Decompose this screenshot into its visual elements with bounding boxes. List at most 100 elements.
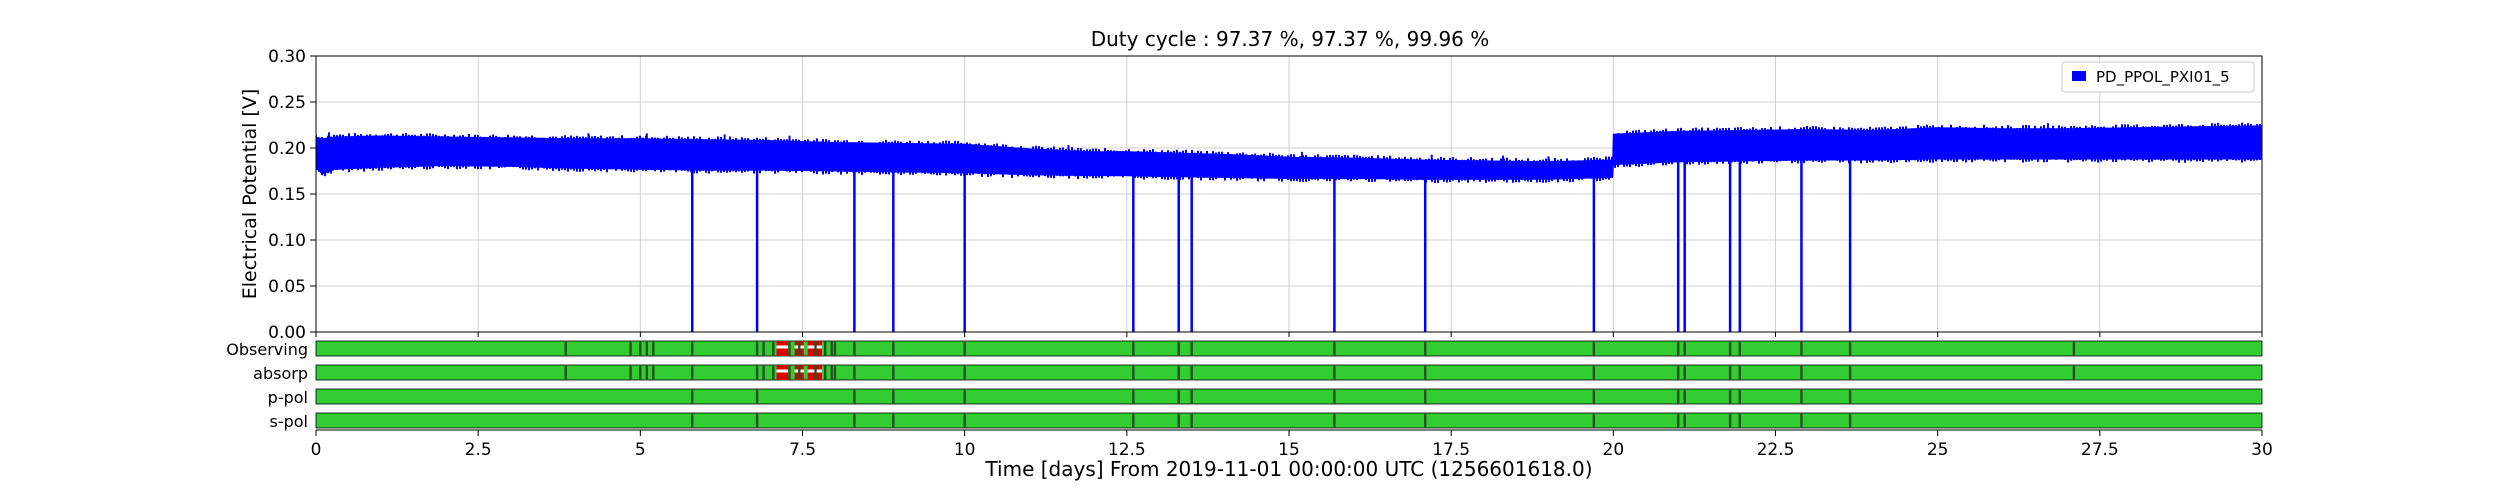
segment-mark <box>1683 341 1686 356</box>
legend: PD_PPOL_PXI01_5 <box>2061 61 2255 93</box>
y-tick-label: 0.30 <box>268 47 306 67</box>
segment-mark <box>1424 365 1427 380</box>
segment-mark <box>1592 365 1596 380</box>
segment-mark <box>1677 365 1680 380</box>
segment-mark <box>1333 341 1336 356</box>
segment-mark <box>691 413 694 428</box>
segment-mark <box>853 365 856 380</box>
segment-mark <box>645 341 649 356</box>
y-tick-label: 0.20 <box>268 139 306 159</box>
segment-bar <box>315 364 2263 381</box>
segment-mark <box>755 341 759 356</box>
y-tick-label: 0.05 <box>268 277 306 297</box>
x-tick-label: 17.5 <box>1432 440 1470 460</box>
segment-mark <box>1677 413 1680 428</box>
segment-mark <box>1683 365 1686 380</box>
segment-mark <box>853 413 856 428</box>
segment-mark <box>814 365 817 380</box>
y-tick-label: 0.10 <box>268 231 306 251</box>
segment-mark <box>1683 389 1686 404</box>
segment-mark <box>1738 365 1742 380</box>
segment-mark <box>639 341 642 356</box>
x-tick-label: 12.5 <box>1108 440 1146 460</box>
segment-mark <box>833 341 837 356</box>
segment-label: p-pol <box>268 388 308 407</box>
segment-gap-lower <box>776 372 789 380</box>
segment-mark <box>1132 365 1135 380</box>
segment-mark <box>788 341 791 356</box>
segment-gap-upper <box>776 365 789 370</box>
segment-mark <box>824 365 827 380</box>
segment-bar <box>315 340 2263 357</box>
segment-mark <box>1848 365 1852 380</box>
segment-mark <box>652 341 655 356</box>
segment-mark <box>1333 365 1336 380</box>
segment-gap-white <box>776 345 789 349</box>
segment-mark <box>1333 389 1336 404</box>
x-tick-label: 27.5 <box>2081 440 2119 460</box>
segment-mark <box>1190 389 1193 404</box>
segment-mark <box>1728 413 1732 428</box>
segment-mark <box>1177 365 1180 380</box>
segment-mark <box>963 389 966 404</box>
y-tick-label: 0.25 <box>268 93 306 113</box>
segment-mark <box>1424 413 1427 428</box>
segment-gap-lower <box>776 348 789 356</box>
segment-mark <box>1592 413 1596 428</box>
x-tick-label: 5 <box>635 440 646 460</box>
segment-mark <box>798 341 801 356</box>
segment-mark <box>772 341 775 356</box>
segment-mark <box>1738 413 1742 428</box>
segment-mark <box>755 413 759 428</box>
segment-mark <box>1848 389 1852 404</box>
y-axis-label: Electrical Potential [V] <box>239 89 261 299</box>
x-tick-label: 25 <box>1927 440 1949 460</box>
segment-label: s-pol <box>270 412 309 431</box>
segment-mark <box>691 365 694 380</box>
segment-mark <box>833 365 837 380</box>
segment-mark <box>1190 341 1193 356</box>
segment-mark <box>1728 389 1732 404</box>
legend-swatch <box>2072 71 2086 81</box>
segment-gap-upper <box>776 341 789 346</box>
x-tick-label: 15 <box>1278 440 1300 460</box>
segment-mark <box>639 365 642 380</box>
segment-mark <box>1738 341 1742 356</box>
segment-mark <box>1800 341 1803 356</box>
x-tick-label: 0 <box>311 440 322 460</box>
x-tick-label: 20 <box>1603 440 1625 460</box>
segment-mark <box>1848 413 1852 428</box>
segment-mark <box>1424 389 1427 404</box>
segment-bars: Observing absorp p-pol s-pol <box>226 340 2263 431</box>
segment-mark <box>824 341 827 356</box>
segment-bar <box>315 412 2263 429</box>
segment-mark <box>892 389 895 404</box>
segment-mark <box>1177 413 1180 428</box>
segment-mark <box>788 365 791 380</box>
segment-mark <box>1728 341 1732 356</box>
segment-mark <box>1800 365 1803 380</box>
x-axis: 0 2.5 5 7.5 10 12.5 15 17.5 20 22.5 25 27.5 30 <box>311 332 2273 460</box>
segment-mark <box>1333 413 1336 428</box>
segment-mark <box>1592 341 1596 356</box>
segment-mark <box>1132 389 1135 404</box>
segment-mark <box>762 365 765 380</box>
segment-mark <box>853 389 856 404</box>
segment-gap-white <box>776 369 789 373</box>
segment-mark <box>830 341 833 356</box>
segment-label: Observing <box>226 340 308 359</box>
segment-mark <box>1177 389 1180 404</box>
segment-mark <box>1592 389 1596 404</box>
legend-label: PD_PPOL_PXI01_5 <box>2096 68 2230 87</box>
segment-mark <box>755 365 759 380</box>
series-noise <box>316 122 2261 183</box>
x-axis-label: Time [days] From 2019-11-01 00:00:00 UTC… <box>984 457 1592 481</box>
segment-mark <box>1677 341 1680 356</box>
segment-mark <box>1800 413 1803 428</box>
segment-label: absorp <box>253 364 308 383</box>
segment-mark <box>814 341 817 356</box>
legend-frame <box>2061 61 2255 93</box>
segment-mark <box>963 341 966 356</box>
x-tick-label: 7.5 <box>789 440 816 460</box>
y-tick-label: 0.00 <box>268 323 306 343</box>
